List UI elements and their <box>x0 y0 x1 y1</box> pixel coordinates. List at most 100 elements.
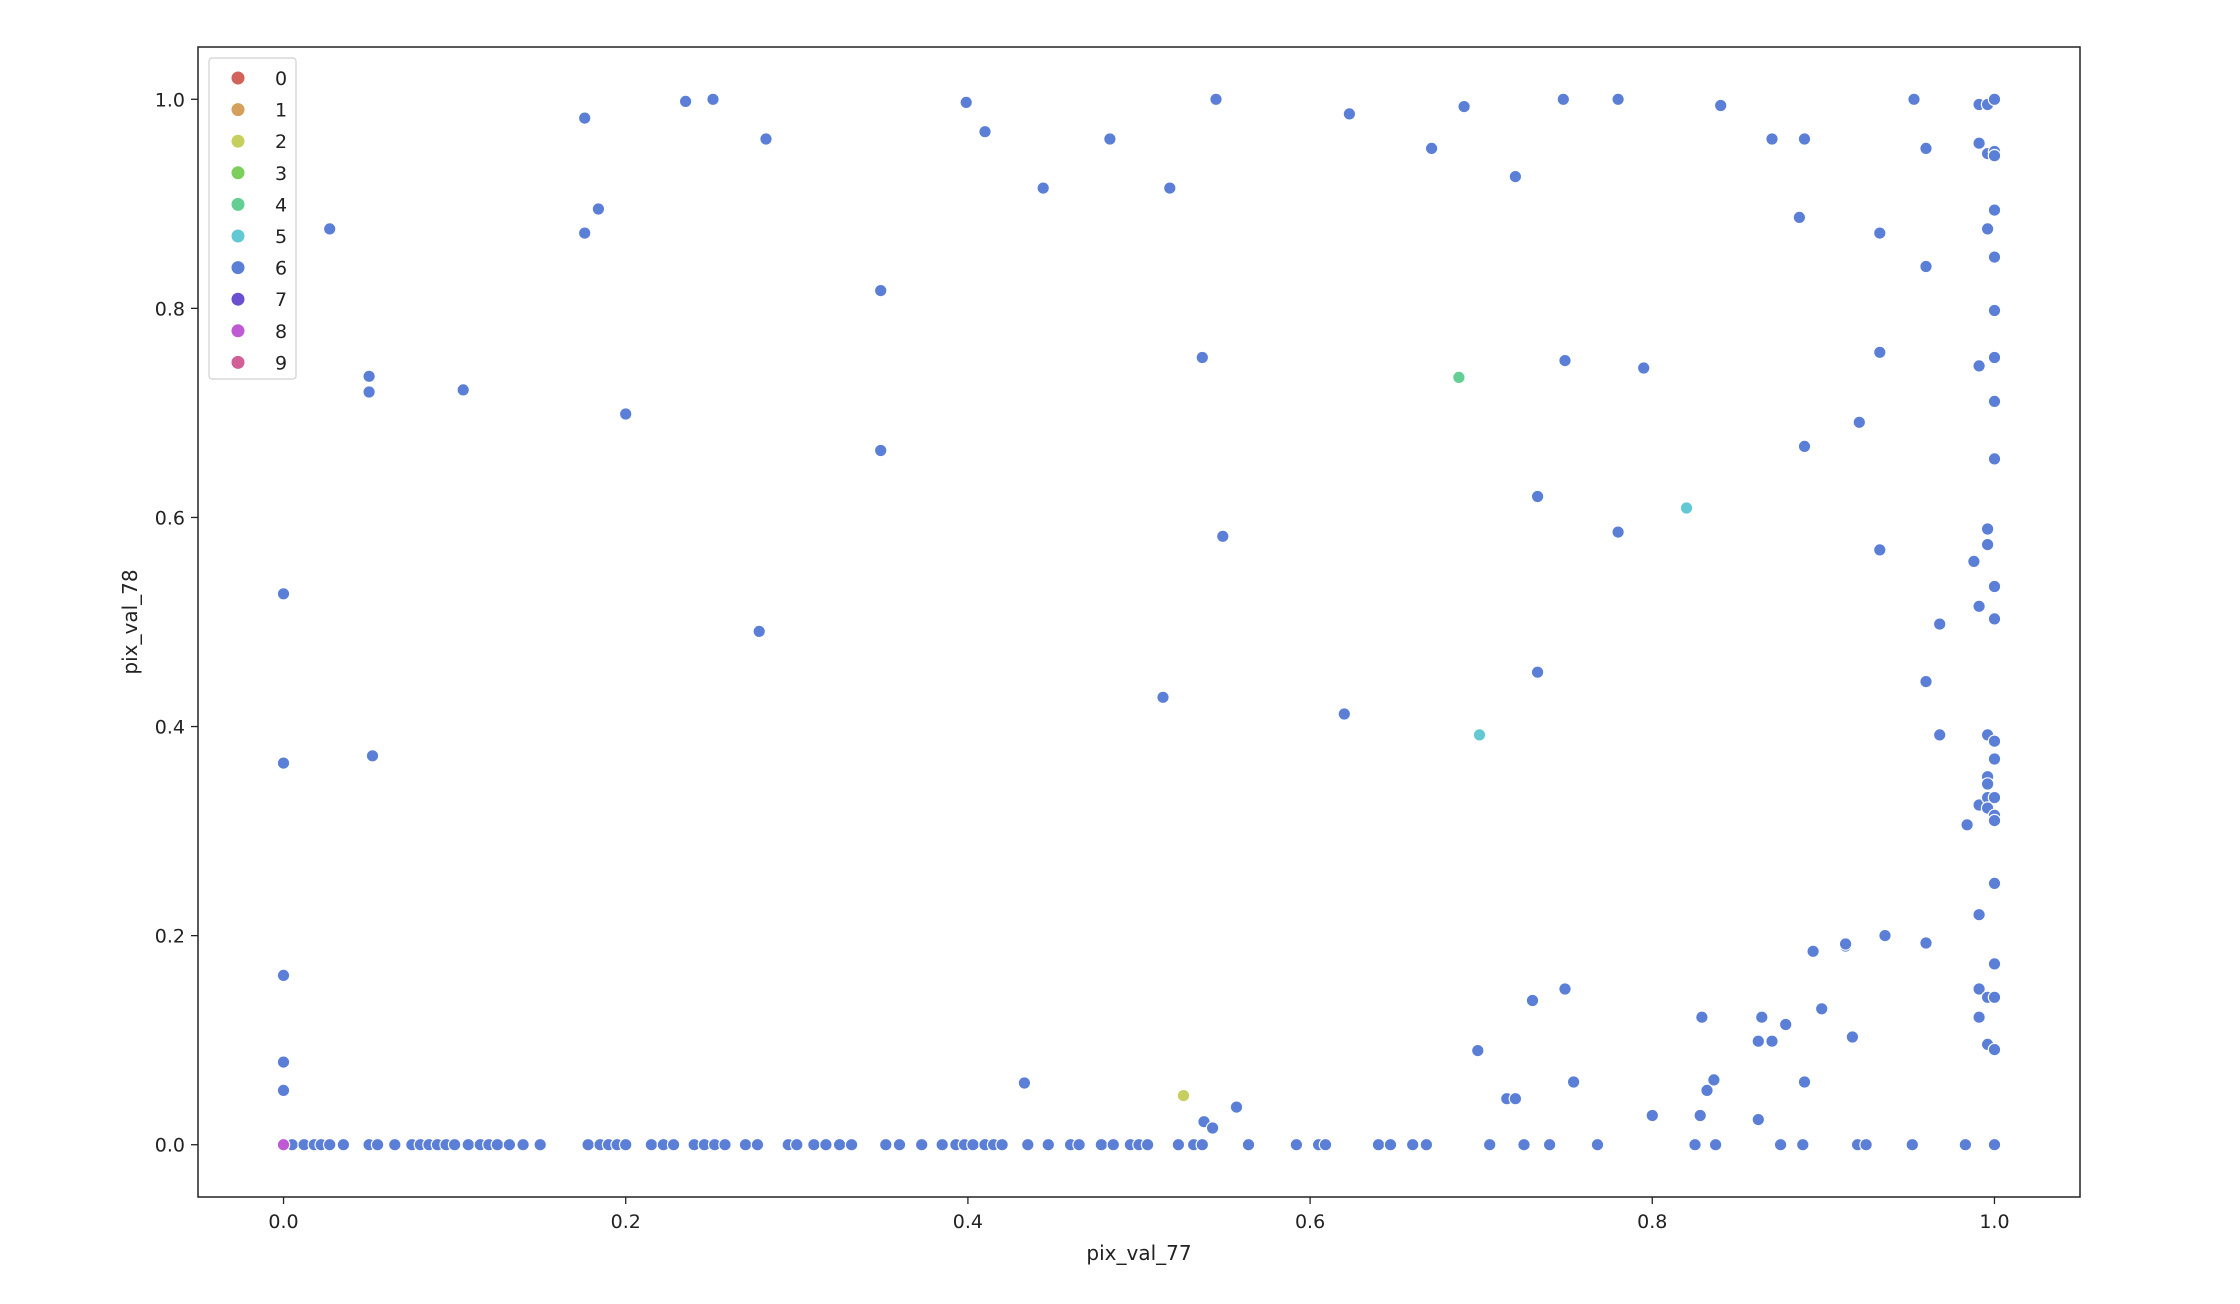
data-point-class-6 <box>1859 1137 1873 1152</box>
data-point-class-6 <box>1806 944 1820 959</box>
data-point-class-6 <box>1967 554 1981 569</box>
data-point-class-6 <box>1980 777 1995 791</box>
data-point-class-6 <box>873 443 888 458</box>
data-point-class-6 <box>1797 132 1812 146</box>
data-point-class-6 <box>759 132 773 146</box>
data-point-class-6 <box>1987 790 2002 805</box>
data-point-class-6 <box>322 1137 337 1152</box>
data-point-class-6 <box>1972 359 1986 373</box>
data-point-class-6 <box>1140 1137 1155 1152</box>
legend-label: 9 <box>275 352 287 374</box>
plot-area <box>198 47 2080 1197</box>
legend-marker <box>230 196 246 212</box>
data-point-class-6 <box>1755 1010 1769 1024</box>
data-point-class-6 <box>1980 522 1995 536</box>
data-point-class-6 <box>1987 1042 2002 1057</box>
data-point-class-5 <box>1472 728 1487 742</box>
data-point-class-6 <box>959 95 973 110</box>
data-point-class-6 <box>1383 1137 1398 1152</box>
data-point-class-6 <box>1525 993 1540 1008</box>
legend-marker <box>230 354 246 370</box>
data-point-class-4 <box>1452 370 1466 385</box>
data-point-class-6 <box>1987 203 2002 217</box>
data-point-class-5 <box>1679 501 1694 515</box>
data-point-class-6 <box>1163 181 1177 195</box>
data-point-class-6 <box>644 1137 659 1152</box>
data-point-class-6 <box>336 1137 351 1152</box>
data-point-class-6 <box>844 1137 859 1152</box>
legend-marker <box>230 228 246 244</box>
data-point-class-6 <box>1873 543 1887 557</box>
data-point-class-6 <box>1845 1030 1860 1044</box>
data-point-class-6 <box>1542 1137 1557 1152</box>
data-point-class-6 <box>1751 1112 1766 1127</box>
legend-marker <box>230 102 246 118</box>
data-point-class-6 <box>1041 1137 1056 1152</box>
data-point-class-6 <box>1405 1137 1420 1152</box>
data-point-class-6 <box>276 586 291 601</box>
data-point-class-6 <box>1987 1137 2002 1152</box>
data-point-class-6 <box>1342 107 1357 121</box>
x-tick-label: 0.8 <box>1637 1211 1667 1233</box>
data-point-class-6 <box>1611 92 1625 107</box>
data-point-class-6 <box>1590 1137 1605 1152</box>
data-point-class-6 <box>490 1137 505 1152</box>
data-point-class-6 <box>581 1137 595 1152</box>
data-point-class-6 <box>577 226 592 240</box>
y-tick-label: 0.4 <box>155 717 185 739</box>
legend-label: 6 <box>275 258 287 280</box>
data-point-class-6 <box>832 1137 847 1152</box>
data-point-class-6 <box>1987 92 2002 107</box>
data-point-class-6 <box>1094 1137 1109 1152</box>
legend: 0 1 2 3 4 5 6 7 8 9 <box>208 57 297 380</box>
x-tick-label: 0.2 <box>611 1211 641 1233</box>
x-axis-ticks: 0.0 0.2 0.4 0.6 0.8 1.0 <box>268 1197 2010 1233</box>
data-point-class-6 <box>1195 1137 1210 1152</box>
data-point-class-6 <box>276 1083 291 1098</box>
y-axis-ticks: 0.0 0.2 0.4 0.6 0.8 1.0 <box>155 89 198 1157</box>
legend-marker <box>230 260 246 276</box>
data-point-class-6 <box>706 92 720 107</box>
data-point-class-6 <box>1765 1034 1779 1048</box>
data-point-class-6 <box>1713 98 1728 113</box>
data-point-class-6 <box>807 1137 821 1152</box>
data-point-class-6 <box>914 1137 929 1152</box>
data-point-class-6 <box>1796 1137 1810 1152</box>
data-point-class-6 <box>1530 665 1545 679</box>
data-point-class-6 <box>1932 617 1947 631</box>
data-point-class-6 <box>1508 169 1523 184</box>
data-point-class-6 <box>461 1137 476 1152</box>
data-point-class-6 <box>387 1137 402 1152</box>
data-point-class-6 <box>1229 1100 1244 1114</box>
data-point-class-6 <box>878 1137 893 1152</box>
y-tick-label: 0.6 <box>155 507 185 529</box>
data-point-class-6 <box>1987 303 2002 318</box>
data-point-class-6 <box>1036 181 1050 195</box>
data-point-class-6 <box>502 1137 517 1152</box>
data-point-class-6 <box>789 1137 804 1152</box>
legend-label: 5 <box>275 226 287 248</box>
data-point-class-6 <box>1645 1108 1660 1123</box>
data-point-class-6 <box>738 1137 753 1152</box>
data-point-class-6 <box>1708 1137 1723 1152</box>
data-point-class-6 <box>892 1137 907 1152</box>
data-point-class-6 <box>1205 1121 1220 1135</box>
data-point-class-6 <box>618 1137 633 1152</box>
data-point-class-6 <box>577 111 592 125</box>
data-point-class-6 <box>1987 350 2002 365</box>
data-point-class-6 <box>873 283 888 298</box>
data-point-class-6 <box>533 1137 547 1152</box>
data-point-class-6 <box>1751 1034 1766 1048</box>
data-point-class-6 <box>516 1137 530 1152</box>
data-point-class-6 <box>1371 1137 1386 1152</box>
data-point-class-6 <box>1558 353 1572 368</box>
y-tick-label: 0.2 <box>155 926 185 948</box>
data-point-class-6 <box>966 1137 980 1152</box>
data-point-class-6 <box>1960 817 1974 832</box>
data-point-class-6 <box>1021 1137 1035 1152</box>
data-point-class-6 <box>1987 957 2002 971</box>
data-point-class-6 <box>1987 148 2002 163</box>
y-tick-label: 0.8 <box>155 298 185 320</box>
data-point-class-6 <box>1695 1010 1709 1024</box>
